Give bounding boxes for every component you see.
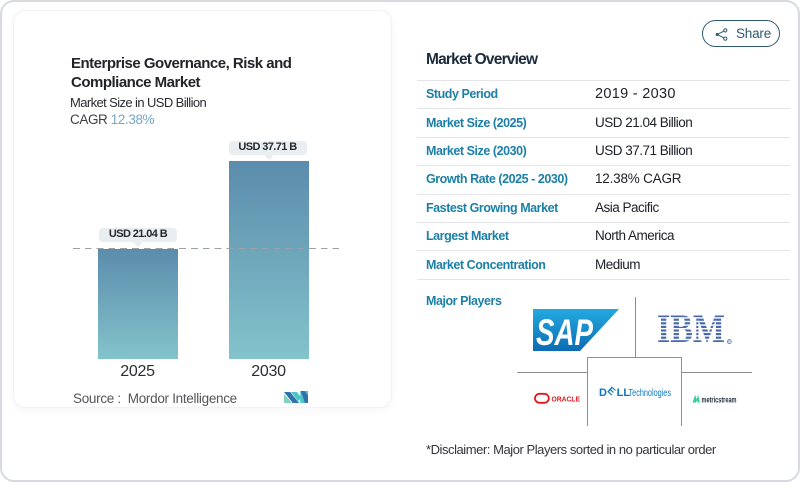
svg-text:SAP: SAP xyxy=(536,312,593,351)
svg-text:R: R xyxy=(728,340,731,344)
svg-text:D: D xyxy=(599,387,607,399)
svg-text:LL: LL xyxy=(617,387,631,399)
svg-text:ORACLE: ORACLE xyxy=(552,397,581,404)
svg-text:metricstream: metricstream xyxy=(702,394,737,404)
svg-text:Technologies: Technologies xyxy=(629,387,672,399)
